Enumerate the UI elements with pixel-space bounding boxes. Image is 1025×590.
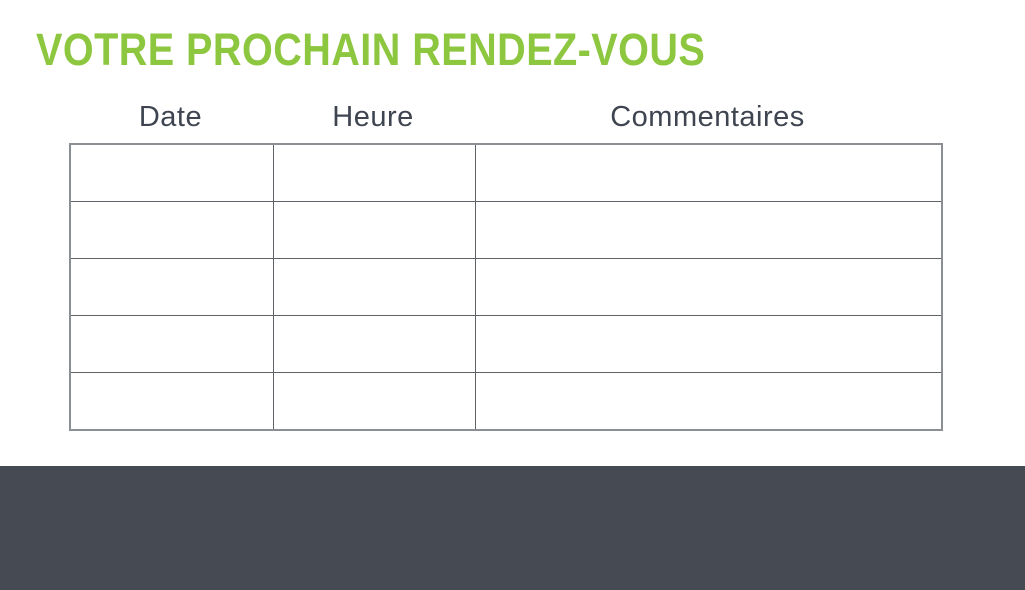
table-row (69, 372, 943, 431)
appointments-table (69, 143, 943, 431)
table-column-headers: Date Heure Commentaires (69, 101, 941, 133)
table-row (69, 315, 943, 373)
cell-heure (272, 258, 476, 316)
column-header-heure: Heure (332, 101, 414, 133)
cell-heure (272, 315, 476, 373)
cell-date (69, 201, 274, 259)
cell-date (69, 315, 274, 373)
cell-commentaires (474, 143, 943, 202)
cell-heure (272, 372, 476, 431)
cell-date (69, 143, 274, 202)
table-row (69, 258, 943, 316)
footer-bar (0, 466, 1025, 590)
column-header-commentaires: Commentaires (610, 101, 805, 133)
cell-commentaires (474, 258, 943, 316)
cell-heure (272, 143, 476, 202)
cell-commentaires (474, 315, 943, 373)
table-row (69, 143, 943, 202)
table-row (69, 201, 943, 259)
cell-heure (272, 201, 476, 259)
cell-commentaires (474, 372, 943, 431)
cell-date (69, 372, 274, 431)
cell-date (69, 258, 274, 316)
column-header-date: Date (138, 101, 203, 133)
cell-commentaires (474, 201, 943, 259)
page-title: VOTRE PROCHAIN RENDEZ-VOUS (36, 24, 706, 75)
